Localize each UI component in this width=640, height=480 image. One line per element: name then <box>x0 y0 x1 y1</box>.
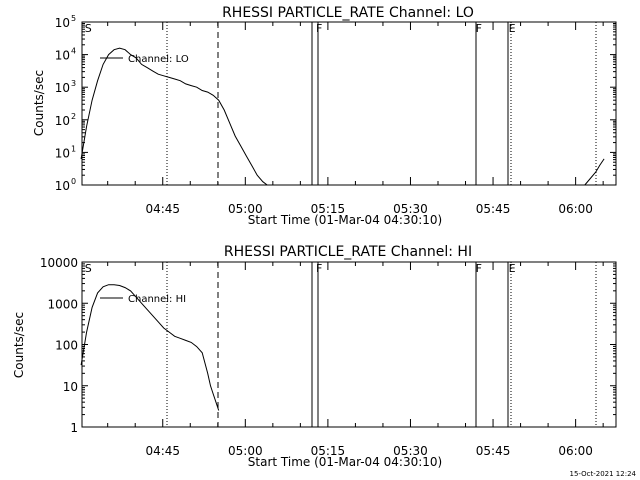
hi-plot-frame <box>81 261 617 428</box>
event-marker-label: S <box>85 262 92 275</box>
x-tick-label: 05:30 <box>393 444 428 458</box>
hi-title: RHESSI PARTICLE_RATE Channel: HI <box>224 244 472 260</box>
event-marker-label: E <box>509 262 516 275</box>
y-tick-label: 10 <box>55 49 70 63</box>
y-tick-exponent: 3 <box>71 79 76 88</box>
x-tick-label: 05:15 <box>311 444 346 458</box>
event-marker-label: S <box>85 22 92 35</box>
y-tick-exponent: 4 <box>71 47 76 56</box>
x-tick-label: 05:45 <box>476 444 511 458</box>
event-marker-label: F <box>476 22 482 35</box>
lo-plot-frame <box>81 21 617 186</box>
y-tick-label: 10 <box>55 146 70 160</box>
y-tick-label: 10 <box>55 179 70 193</box>
lo-title: RHESSI PARTICLE_RATE Channel: LO <box>222 5 474 21</box>
timestamp: 15-Oct-2021 12:24 <box>570 470 637 478</box>
series-line <box>80 47 268 186</box>
y-tick-label: 1 <box>70 421 78 435</box>
x-tick-label: 04:45 <box>145 202 180 216</box>
event-marker-label: E <box>509 22 516 35</box>
lo-panel: RHESSI PARTICLE_RATE Channel: LO Counts/… <box>32 5 617 227</box>
lo-legend-label: Channel: LO <box>128 54 189 65</box>
y-tick-label: 10 <box>55 16 70 30</box>
hi-ylabel: Counts/sec <box>12 312 26 378</box>
hi-y-ticks: 1 10 100 1000 10000 <box>40 256 616 435</box>
y-tick-exponent: 0 <box>71 177 76 186</box>
event-marker-label: F <box>476 262 482 275</box>
x-tick-label: 05:45 <box>476 202 511 216</box>
hi-series <box>80 284 220 411</box>
lo-ylabel: Counts/sec <box>32 70 46 136</box>
y-tick-label: 10 <box>55 114 70 128</box>
y-tick-label: 10 <box>55 81 70 95</box>
x-tick-label: 05:30 <box>393 202 428 216</box>
lo-x-ticks: 04:45 05:00 05:15 05:30 05:45 06:00 <box>107 22 604 216</box>
y-tick-label: 1000 <box>47 297 78 311</box>
x-tick-label: 04:45 <box>145 444 180 458</box>
hi-xlabel: Start Time (01-Mar-04 04:30:10) <box>248 455 442 469</box>
y-tick-label: 100 <box>55 339 78 353</box>
y-tick-label: 10 <box>63 380 78 394</box>
y-tick-exponent: 5 <box>71 14 76 23</box>
x-tick-label: 05:00 <box>228 202 263 216</box>
y-tick-exponent: 1 <box>71 144 76 153</box>
series-line <box>80 284 220 411</box>
series-line <box>584 158 605 186</box>
x-tick-label: 06:00 <box>558 202 593 216</box>
hi-x-ticks: 04:45 05:00 05:15 05:30 05:45 06:00 <box>107 262 604 458</box>
y-tick-exponent: 2 <box>71 112 76 121</box>
hi-panel: RHESSI PARTICLE_RATE Channel: HI Counts/… <box>12 244 617 469</box>
x-tick-label: 05:15 <box>311 202 346 216</box>
event-marker-label: F <box>316 262 322 275</box>
x-tick-label: 05:00 <box>228 444 263 458</box>
hi-legend-label: Channel: HI <box>128 294 186 305</box>
y-tick-label: 10000 <box>40 256 78 270</box>
lo-xlabel: Start Time (01-Mar-04 04:30:10) <box>248 213 442 227</box>
x-tick-label: 06:00 <box>558 444 593 458</box>
event-marker-label: F <box>316 22 322 35</box>
lo-series <box>80 47 605 186</box>
